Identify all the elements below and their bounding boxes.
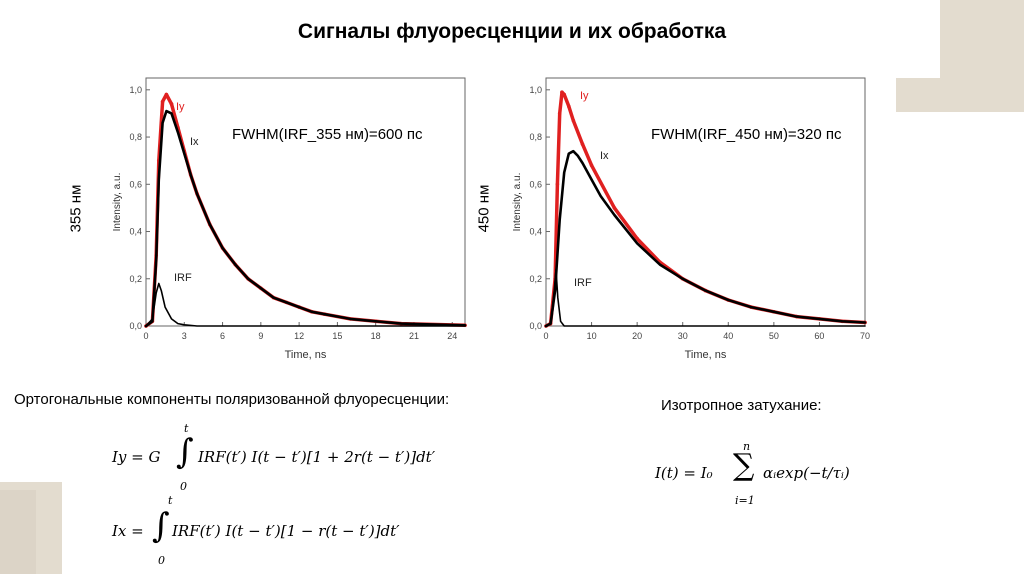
x-tick-label: 20: [632, 331, 642, 341]
y-tick-label: 0,6: [529, 179, 542, 189]
formula-iso-lhs: I(t) = I₀: [655, 464, 713, 482]
formula-iy-rhs: IRF(t′) I(t − t′)[1 + 2r(t − t′)]dt′: [198, 448, 436, 466]
x-tick-label: 21: [409, 331, 419, 341]
data-point-iy: [566, 104, 571, 109]
annotation-ix: Ix: [600, 150, 609, 162]
series-line-ix: [544, 149, 867, 328]
chart-355: 0,0 0,2 0,4 0,6 0,8 1,0 0 3 6 9 12 15 18 21 24 Time, ns…: [112, 77, 467, 361]
data-point-iy: [164, 92, 169, 97]
formula-ix-lower: 0: [158, 554, 165, 567]
data-point-iy: [571, 118, 576, 123]
annotation-ix: Ix: [190, 136, 199, 148]
y-tick-label: 0,6: [129, 179, 142, 189]
x-tick-label: 10: [587, 331, 597, 341]
iso-label: Изотропное затухание:: [661, 397, 822, 414]
formula-iy-upper: t: [184, 422, 189, 435]
ortho-label: Ортогональные компоненты поляризованной …: [14, 391, 450, 408]
y-tick-label: 0,0: [529, 321, 542, 331]
side-label-450: 450 нм: [475, 184, 493, 233]
x-axis-label: Time, ns: [285, 349, 327, 361]
annotation-iy: Iy: [580, 90, 589, 102]
integral-sign-iy: ∫: [176, 432, 194, 472]
data-point-iy: [160, 99, 165, 104]
x-axis-label: Time, ns: [685, 349, 727, 361]
formula-iy: Iy = G ∫ t 0 IRF(t′) I(t − t′)[1 + 2r(t …: [112, 420, 512, 500]
integral-sign-ix: ∫: [152, 506, 170, 546]
slide-title: Сигналы флуоресценции и их обработка: [297, 20, 727, 43]
annotation-irf: IRF: [174, 272, 192, 284]
x-tick-label: 50: [769, 331, 779, 341]
x-tick-label: 6: [220, 331, 225, 341]
data-point-iy: [555, 182, 560, 187]
y-tick-label: 0,0: [129, 321, 142, 331]
formula-ix: Ix = ∫ t 0 IRF(t′) I(t − t′)[1 − r(t − t…: [112, 494, 512, 574]
formula-iso-upper: n: [743, 440, 751, 453]
x-tick-label: 40: [723, 331, 733, 341]
sum-sign-iso: ∑: [733, 448, 755, 483]
formula-iso-rhs: αᵢexp(−t/τᵢ): [763, 464, 850, 482]
side-label-355: 355 нм: [67, 184, 85, 233]
formula-iso-lower: i=1: [735, 494, 755, 507]
y-tick-label: 0,4: [529, 227, 542, 237]
formula-iy-lhs: Iy = G: [112, 448, 161, 466]
data-point-iy: [589, 163, 594, 168]
x-tick-label: 70: [860, 331, 870, 341]
fwhm-355: FWHM(IRF_355 нм)=600 пс: [232, 126, 423, 143]
data-point-iy: [560, 90, 564, 94]
x-tick-label: 9: [258, 331, 263, 341]
y-axis-label: Intensity, a.u.: [112, 173, 123, 232]
x-tick-label: 24: [447, 331, 457, 341]
x-tick-label: 0: [143, 331, 148, 341]
x-tick-label: 15: [332, 331, 342, 341]
data-point-iy: [612, 206, 617, 210]
data-point-iy: [635, 236, 639, 241]
x-tick-label: 3: [182, 331, 187, 341]
y-tick-label: 1,0: [529, 85, 542, 95]
formula-ix-lhs: Ix =: [112, 522, 144, 540]
annotation-irf: IRF: [574, 277, 592, 289]
x-tick-label: 0: [543, 331, 548, 341]
series-line-irf: [545, 268, 866, 327]
y-tick-label: 0,2: [129, 274, 142, 284]
data-point-iy: [169, 102, 174, 106]
chart-450: 0,0 0,2 0,4 0,6 0,8 1,0 0 10 20 30 40 50 60 70 Time, n…: [512, 77, 870, 361]
plot-frame: [145, 77, 466, 327]
series-line-ix: [144, 109, 467, 328]
y-axis-label: Intensity, a.u.: [512, 173, 523, 232]
data-point-iy: [562, 92, 567, 97]
y-tick-label: 1,0: [129, 85, 142, 95]
y-tick-label: 0,4: [129, 227, 142, 237]
data-point-iy: [580, 142, 585, 146]
formula-iy-lower: 0: [180, 480, 187, 493]
x-tick-label: 60: [814, 331, 824, 341]
annotation-iy: Iy: [176, 101, 185, 113]
y-tick-label: 0,8: [129, 132, 142, 142]
y-tick-label: 0,2: [529, 274, 542, 284]
data-point-iy: [557, 111, 562, 116]
x-tick-label: 18: [371, 331, 381, 341]
x-tick-label: 30: [678, 331, 688, 341]
formula-iso: I(t) = I₀ ∑ n i=1 αᵢexp(−t/τᵢ): [655, 440, 915, 510]
series-line-irf: [145, 282, 466, 327]
x-tick-label: 12: [294, 331, 304, 341]
y-tick-label: 0,8: [529, 132, 542, 142]
formula-ix-upper: t: [168, 494, 173, 507]
fwhm-450: FWHM(IRF_450 нм)=320 пс: [651, 126, 842, 143]
formula-ix-rhs: IRF(t′) I(t − t′)[1 − r(t − t′)]dt′: [172, 522, 400, 540]
